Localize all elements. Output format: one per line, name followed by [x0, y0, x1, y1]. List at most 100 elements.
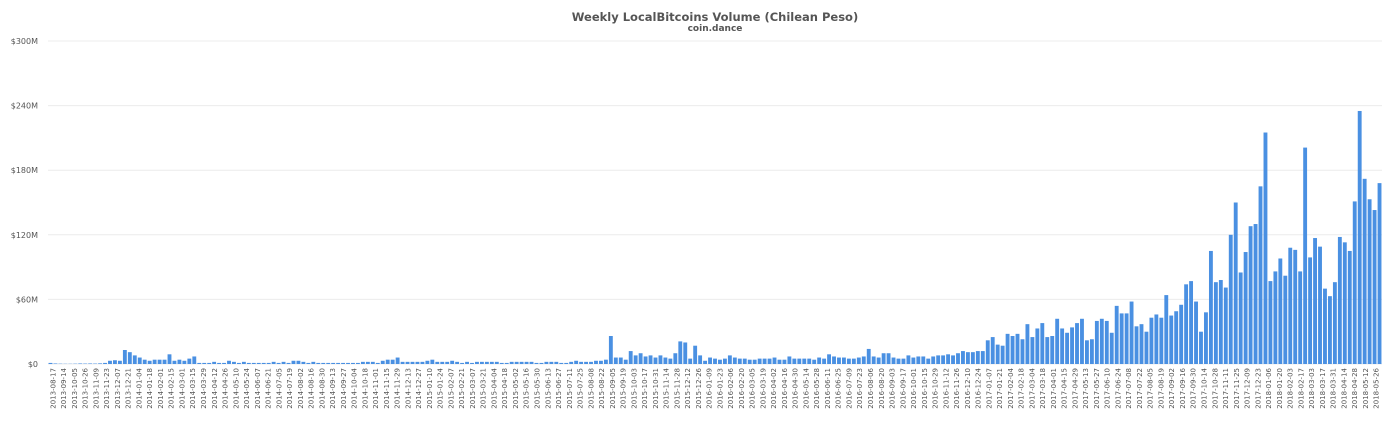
bar[interactable]	[985, 340, 990, 364]
bar[interactable]	[1313, 238, 1317, 364]
bar[interactable]	[316, 362, 321, 364]
bar[interactable]	[296, 360, 301, 364]
bar[interactable]	[132, 355, 137, 364]
bar[interactable]	[678, 341, 683, 364]
bar[interactable]	[326, 362, 331, 364]
bar[interactable]	[1154, 314, 1159, 364]
bar[interactable]	[1109, 332, 1114, 364]
bar[interactable]	[479, 361, 484, 364]
bar[interactable]	[212, 361, 217, 364]
bar[interactable]	[866, 348, 871, 364]
bar[interactable]	[241, 361, 246, 364]
bar[interactable]	[564, 362, 569, 364]
bar[interactable]	[975, 351, 980, 364]
bar[interactable]	[603, 359, 608, 364]
bar[interactable]	[152, 359, 157, 364]
bar[interactable]	[217, 362, 222, 364]
bar[interactable]	[1278, 258, 1283, 364]
bar[interactable]	[1372, 210, 1377, 364]
bar[interactable]	[524, 361, 529, 364]
bar[interactable]	[1293, 249, 1298, 364]
bar[interactable]	[395, 357, 400, 364]
bar[interactable]	[157, 359, 162, 364]
bar[interactable]	[876, 357, 881, 364]
bar[interactable]	[351, 362, 355, 364]
bar[interactable]	[336, 362, 341, 364]
bar[interactable]	[1288, 247, 1293, 364]
bar[interactable]	[53, 363, 58, 364]
bar[interactable]	[1085, 340, 1089, 364]
bar[interactable]	[742, 358, 747, 364]
bar[interactable]	[222, 362, 226, 364]
bar[interactable]	[1328, 296, 1332, 364]
bar[interactable]	[926, 358, 931, 364]
bar[interactable]	[1268, 281, 1273, 364]
bar[interactable]	[147, 360, 152, 364]
bar[interactable]	[370, 361, 375, 364]
bar[interactable]	[127, 352, 132, 364]
bar[interactable]	[172, 360, 177, 364]
bar[interactable]	[683, 342, 688, 364]
bar[interactable]	[856, 357, 861, 364]
bar[interactable]	[1005, 333, 1010, 364]
bar[interactable]	[182, 360, 187, 364]
bar[interactable]	[48, 362, 53, 364]
bar[interactable]	[271, 361, 276, 364]
bar[interactable]	[708, 357, 712, 364]
bar[interactable]	[465, 361, 469, 364]
bar[interactable]	[722, 358, 727, 364]
bar[interactable]	[961, 351, 965, 364]
bar[interactable]	[663, 357, 668, 364]
bar[interactable]	[837, 357, 841, 364]
bar[interactable]	[1283, 275, 1288, 364]
bar[interactable]	[1332, 282, 1337, 364]
bar[interactable]	[688, 358, 693, 364]
bar[interactable]	[1050, 336, 1055, 364]
bar[interactable]	[1164, 295, 1169, 364]
bar[interactable]	[1337, 236, 1342, 364]
bar[interactable]	[668, 358, 673, 364]
bar[interactable]	[1184, 284, 1189, 364]
bar[interactable]	[261, 362, 266, 364]
bar[interactable]	[162, 359, 167, 364]
bar[interactable]	[822, 358, 827, 364]
bar[interactable]	[1208, 250, 1213, 364]
bar[interactable]	[1075, 323, 1079, 364]
bar[interactable]	[911, 357, 916, 364]
bar[interactable]	[286, 362, 291, 364]
bar[interactable]	[509, 361, 514, 364]
bar[interactable]	[579, 361, 584, 364]
bar[interactable]	[385, 359, 390, 364]
bar[interactable]	[1179, 304, 1184, 364]
bar[interactable]	[1238, 272, 1243, 364]
bar[interactable]	[1357, 110, 1362, 364]
bar[interactable]	[1253, 224, 1258, 364]
bar[interactable]	[1025, 324, 1030, 364]
bar[interactable]	[767, 358, 772, 364]
bar[interactable]	[549, 361, 554, 364]
bar[interactable]	[276, 362, 281, 364]
bar[interactable]	[1342, 242, 1347, 364]
bar[interactable]	[941, 355, 946, 364]
bar[interactable]	[628, 351, 633, 364]
bar[interactable]	[1204, 312, 1208, 364]
bar[interactable]	[1119, 313, 1124, 364]
bar[interactable]	[232, 361, 236, 364]
bar[interactable]	[108, 360, 112, 364]
bar[interactable]	[1020, 339, 1025, 364]
bar[interactable]	[113, 360, 117, 364]
bar[interactable]	[1258, 186, 1263, 364]
bar[interactable]	[331, 362, 336, 364]
bar[interactable]	[1065, 332, 1070, 364]
bar[interactable]	[311, 361, 316, 364]
bar[interactable]	[881, 353, 886, 364]
bar[interactable]	[1000, 345, 1005, 364]
bar[interactable]	[484, 361, 489, 364]
bar[interactable]	[802, 358, 807, 364]
bar[interactable]	[901, 358, 906, 364]
bar[interactable]	[321, 362, 326, 364]
bar[interactable]	[291, 360, 296, 364]
bar[interactable]	[187, 358, 192, 364]
bar[interactable]	[787, 356, 792, 364]
bar[interactable]	[633, 355, 638, 364]
